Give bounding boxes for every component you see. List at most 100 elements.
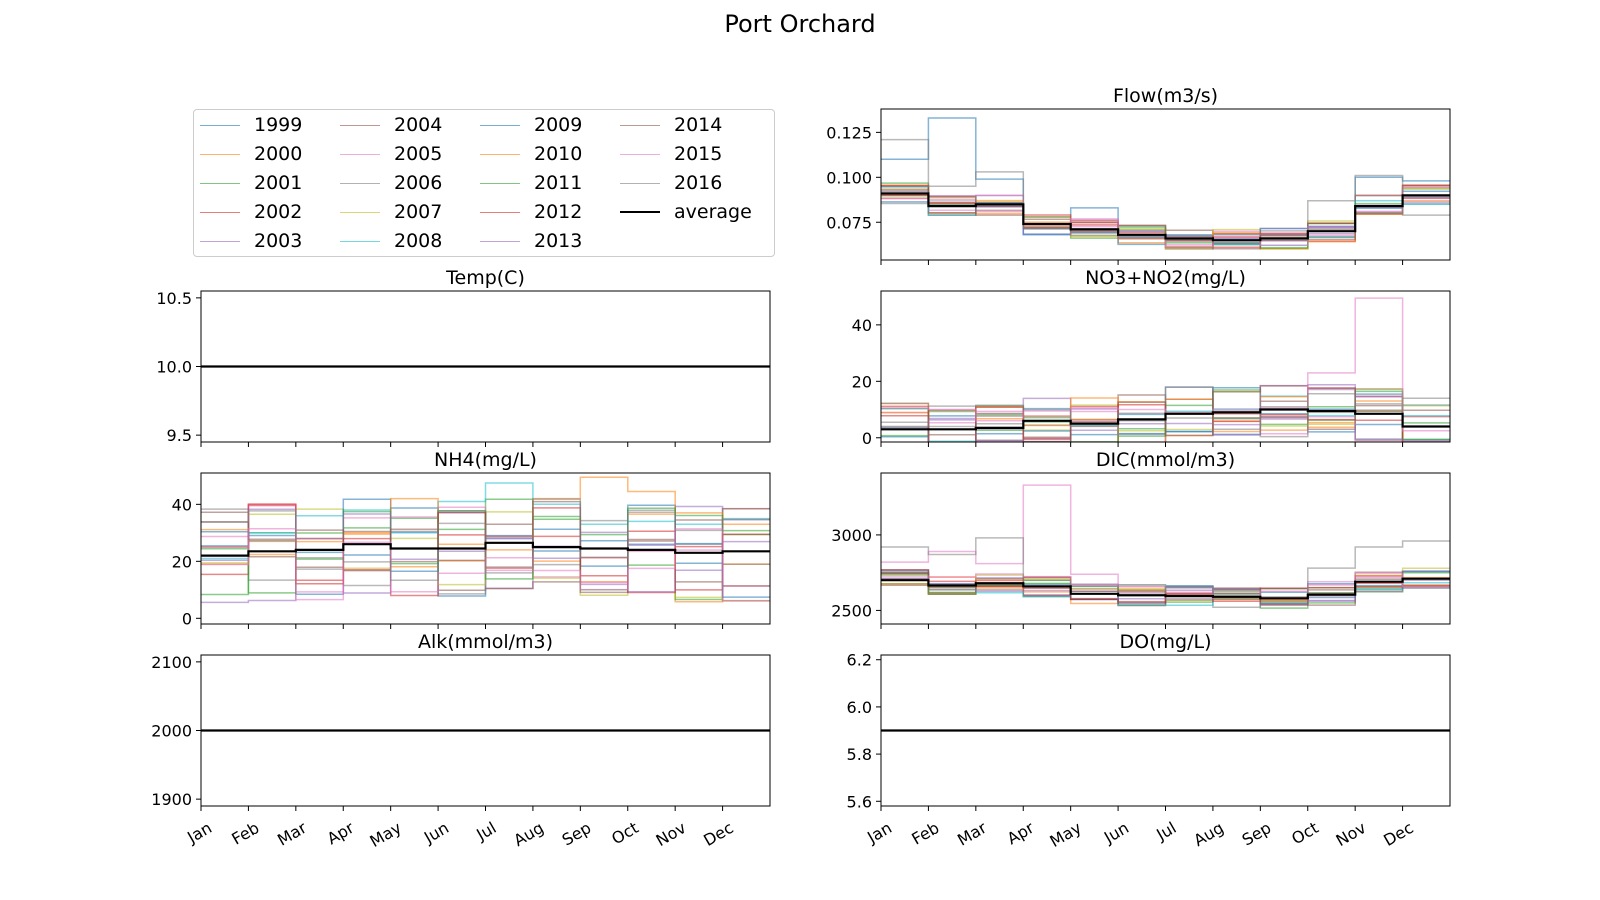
legend-swatch — [340, 211, 380, 213]
legend-swatch — [340, 240, 380, 242]
y-tick-label: 40 — [172, 495, 192, 514]
subplot-title: Temp(C) — [445, 267, 525, 289]
figure-title: Port Orchard — [724, 10, 876, 38]
plot-area — [881, 297, 1450, 442]
subplot-2: 0 20 40 NO3+NO2(mg/L) — [852, 267, 1451, 448]
series-line-2013 — [881, 577, 1450, 607]
legend-entry-2005: 2005 — [340, 140, 442, 168]
legend-entry-average: average — [620, 198, 752, 226]
x-tick-label: Jan — [863, 818, 895, 847]
x-tick-label: Oct — [608, 818, 641, 848]
y-tick-label: 2500 — [831, 601, 872, 620]
x-tick-label: Aug — [510, 818, 547, 850]
legend-entry-2004: 2004 — [340, 111, 442, 139]
y-tick-label: 2100 — [151, 653, 192, 672]
legend-entry-2008: 2008 — [340, 227, 442, 255]
subplot-6: 5.6 5.8 6.0 6.2 Jan Feb Mar Apr May Jun Jul Aug Sep O… — [847, 631, 1451, 851]
legend-label: 2013 — [534, 230, 583, 252]
y-tick-label: 20 — [172, 552, 192, 571]
subplot-title: NO3+NO2(mg/L) — [1085, 267, 1246, 289]
y-tick-label: 5.6 — [847, 792, 872, 811]
legend-label: 2010 — [534, 143, 583, 165]
legend-entry-2007: 2007 — [340, 198, 442, 226]
x-tick-label: Mar — [274, 818, 310, 850]
legend-swatch — [200, 182, 240, 184]
x-tick-label: Feb — [908, 818, 942, 849]
subplot-3: 0 20 40 NH4(mg/L) — [172, 449, 771, 629]
y-tick-label: 0.125 — [826, 123, 872, 142]
x-tick-label: Apr — [1004, 818, 1038, 849]
x-tick-label: Jul — [1152, 818, 1179, 845]
y-tick-label: 0.075 — [826, 213, 872, 232]
x-tick-label: May — [1047, 818, 1085, 851]
y-tick-label: 3000 — [831, 526, 872, 545]
subplot-title: DO(mg/L) — [1120, 631, 1212, 653]
legend-entry-2009: 2009 — [480, 111, 582, 139]
legend-label: 2014 — [674, 114, 723, 136]
x-tick-label: Apr — [324, 818, 358, 849]
legend-entry-2010: 2010 — [480, 140, 582, 168]
legend-entry-2016: 2016 — [620, 169, 722, 197]
y-tick-label: 6.0 — [847, 698, 872, 717]
legend-entry-2015: 2015 — [620, 140, 722, 168]
y-tick-label: 5.8 — [847, 745, 872, 764]
subplot-title: Alk(mmol/m3) — [418, 631, 553, 653]
legend-entry-2000: 2000 — [200, 140, 302, 168]
y-tick-label: 10.5 — [156, 289, 192, 308]
plot-area — [881, 117, 1450, 250]
series-line-2015 — [881, 297, 1450, 432]
subplot-0: 0.075 0.100 0.125 Flow(m3/s) — [826, 85, 1451, 265]
legend-swatch — [620, 124, 660, 126]
legend-swatch — [200, 211, 240, 213]
legend-label: 2016 — [674, 172, 723, 194]
y-tick-label: 9.5 — [167, 426, 192, 445]
x-tick-label: Dec — [700, 818, 736, 850]
legend-label: 2015 — [674, 143, 723, 165]
series-line-average — [881, 408, 1450, 431]
legend-swatch — [200, 153, 240, 155]
x-tick-label: Jul — [472, 818, 499, 845]
legend-entry-2002: 2002 — [200, 198, 302, 226]
x-tick-label: Dec — [1380, 818, 1416, 850]
legend-label: 1999 — [254, 114, 303, 136]
legend-swatch — [200, 240, 240, 242]
x-tick-label: Jun — [420, 818, 452, 847]
legend-label: 2004 — [394, 114, 443, 136]
legend-swatch — [340, 124, 380, 126]
legend-label: 2009 — [534, 114, 583, 136]
legend-label: 2005 — [394, 143, 443, 165]
legend-entry-1999: 1999 — [200, 111, 302, 139]
y-tick-label: 0 — [182, 609, 192, 628]
legend-label: 2002 — [254, 201, 303, 223]
x-tick-label: Oct — [1288, 818, 1321, 848]
y-tick-label: 10.0 — [156, 358, 192, 377]
legend-label: 2007 — [394, 201, 443, 223]
legend-label: 2000 — [254, 143, 303, 165]
legend-swatch — [480, 153, 520, 155]
legend-swatch — [480, 211, 520, 213]
series-line-average — [881, 577, 1450, 600]
series-line-average — [881, 192, 1450, 242]
x-tick-label: Jun — [1100, 818, 1132, 847]
legend-label: 2006 — [394, 172, 443, 194]
x-tick-label: Aug — [1190, 818, 1227, 850]
legend-label: 2011 — [534, 172, 583, 194]
series-line-average — [201, 541, 770, 557]
legend-swatch — [620, 182, 660, 184]
legend-swatch — [480, 240, 520, 242]
subplot-title: DIC(mmol/m3) — [1096, 449, 1235, 471]
legend-swatch — [340, 153, 380, 155]
legend: 1999 2000 2001 2002 2003 2004 2005 2006 2007 2008… — [193, 109, 775, 257]
subplot-4: 2500 3000 DIC(mmol/m3) — [831, 449, 1451, 629]
y-tick-label: 40 — [852, 316, 872, 335]
legend-swatch — [200, 124, 240, 126]
legend-entry-2012: 2012 — [480, 198, 582, 226]
legend-entry-2013: 2013 — [480, 227, 582, 255]
legend-label: 2008 — [394, 230, 443, 252]
legend-entry-2001: 2001 — [200, 169, 302, 197]
y-tick-label: 20 — [852, 372, 872, 391]
x-tick-label: Nov — [1333, 818, 1370, 850]
legend-swatch — [620, 211, 660, 213]
y-tick-label: 0.100 — [826, 168, 872, 187]
